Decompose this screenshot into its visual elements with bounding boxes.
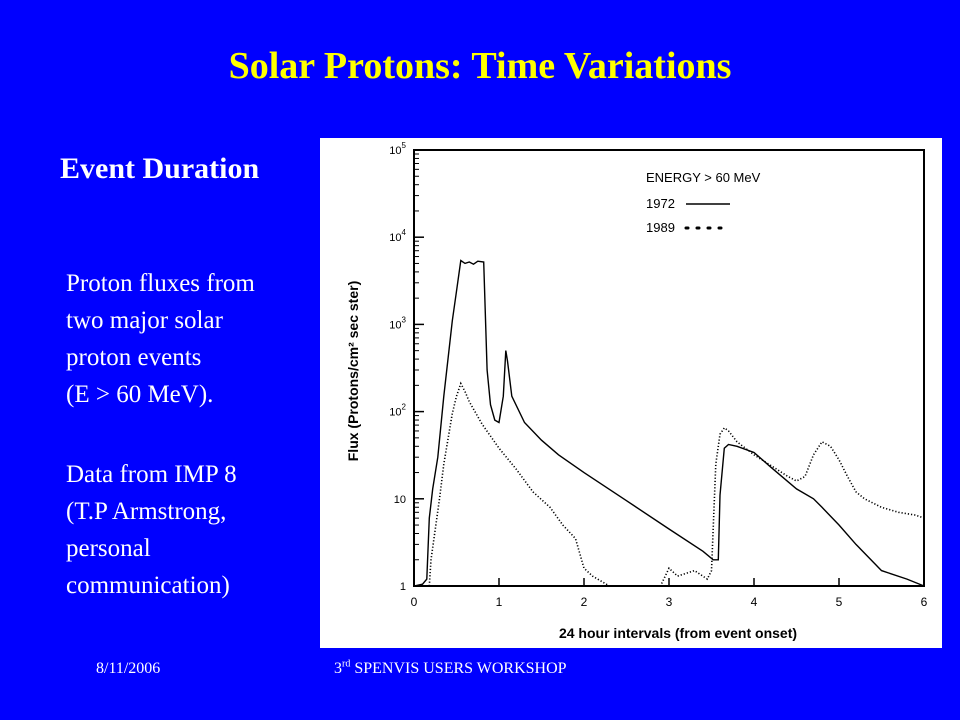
section-heading: Event Duration [60, 152, 260, 185]
y-tick-label: 105 [389, 141, 406, 157]
series-line-1989 [428, 381, 925, 587]
legend-label-1972: 1972 [646, 196, 675, 211]
x-tick-label: 0 [411, 595, 418, 609]
y-tick-label: 104 [389, 228, 406, 244]
page-title: Solar Protons: Time Variations [228, 45, 732, 87]
y-tick-exponent: 5 [402, 141, 407, 150]
source-paragraph: Data from IMP 8 (T.P Armstrong, personal… [66, 461, 237, 599]
y-tick-label: 103 [389, 315, 406, 331]
y-tick-label: 102 [389, 403, 406, 419]
x-tick-label: 5 [836, 595, 843, 609]
footer-event-name: SPENVIS USERS WORKSHOP [350, 660, 567, 677]
legend-title: ENERGY > 60 MeV [646, 170, 761, 185]
x-tick-label: 4 [751, 595, 758, 609]
series-layer [413, 259, 925, 587]
x-tick-label: 2 [581, 595, 588, 609]
footer-event-ordinal: rd [342, 658, 351, 670]
footer-date: 8/11/2006 [96, 660, 161, 677]
y-tick-exponent: 4 [402, 228, 407, 237]
y-tick-label: 10 [394, 494, 406, 506]
legend-label-1989: 1989 [646, 220, 675, 235]
description-paragraph: Proton fluxes from two major solar proto… [66, 270, 255, 408]
y-tick-label: 1 [400, 581, 406, 593]
x-axis-label: 24 hour intervals (from event onset) [559, 625, 797, 641]
plot-frame [413, 149, 925, 587]
x-axis-ticks: 0 1 2 3 4 5 6 [411, 578, 928, 609]
y-axis-label: Flux (Protons/cm² sec ster) [345, 281, 361, 462]
y-axis-ticks: 1 10 102 103 104 105 [389, 141, 424, 593]
chart-legend: ENERGY > 60 MeV 1972 1989 [646, 170, 761, 235]
footer-event: 3rd SPENVIS USERS WORKSHOP [334, 658, 567, 678]
series-line-1972 [413, 259, 925, 587]
x-tick-label: 1 [496, 595, 503, 609]
footer-event-number: 3 [334, 660, 342, 677]
x-tick-label: 3 [666, 595, 673, 609]
x-tick-label: 6 [921, 595, 928, 609]
y-tick-exponent: 3 [402, 315, 407, 324]
y-tick-exponent: 2 [402, 403, 407, 412]
